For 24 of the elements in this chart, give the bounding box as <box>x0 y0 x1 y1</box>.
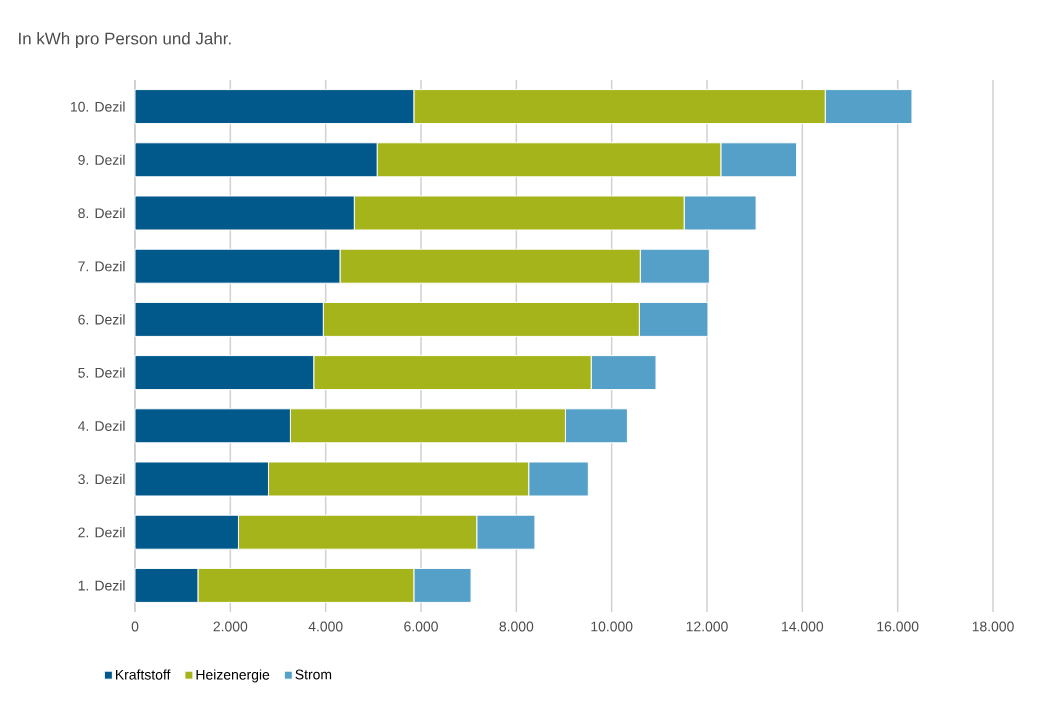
y-tick-label: 10. Dezil <box>70 101 125 112</box>
legend-label: Heizenergie <box>196 669 270 683</box>
x-tick-label: 18.000 <box>972 621 1014 632</box>
y-tick-label: 6. Dezil <box>78 314 125 325</box>
legend-label: Kraftstoff <box>116 669 171 680</box>
legend-label: Strom <box>295 669 332 680</box>
y-tick-label: 5. Dezil <box>78 367 125 378</box>
x-tick-label: 4.000 <box>308 621 343 632</box>
y-tick-label: 9. Dezil <box>78 154 125 165</box>
x-tick-label: 14.000 <box>782 621 824 632</box>
chart-title: In kWh pro Person und Jahr. <box>19 32 231 48</box>
x-tick-label: 0 <box>131 621 139 632</box>
y-tick-label: 4. Dezil <box>77 420 125 431</box>
x-tick-label: 2.000 <box>213 621 248 632</box>
y-tick-label: 7. Dezil <box>78 261 125 272</box>
y-tick-label: 3. Dezil <box>78 473 125 485</box>
y-tick-label: 8. Dezil <box>78 207 125 219</box>
x-tick-label: 12.000 <box>686 621 728 632</box>
y-tick-label: 1. Dezil <box>78 580 125 591</box>
x-tick-label: 16.000 <box>877 621 919 632</box>
x-tick-label: 8.000 <box>499 621 534 632</box>
x-tick-label: 10.000 <box>591 621 633 632</box>
y-tick-label: 2. Dezil <box>78 527 125 538</box>
x-tick-label: 6.000 <box>404 621 438 632</box>
